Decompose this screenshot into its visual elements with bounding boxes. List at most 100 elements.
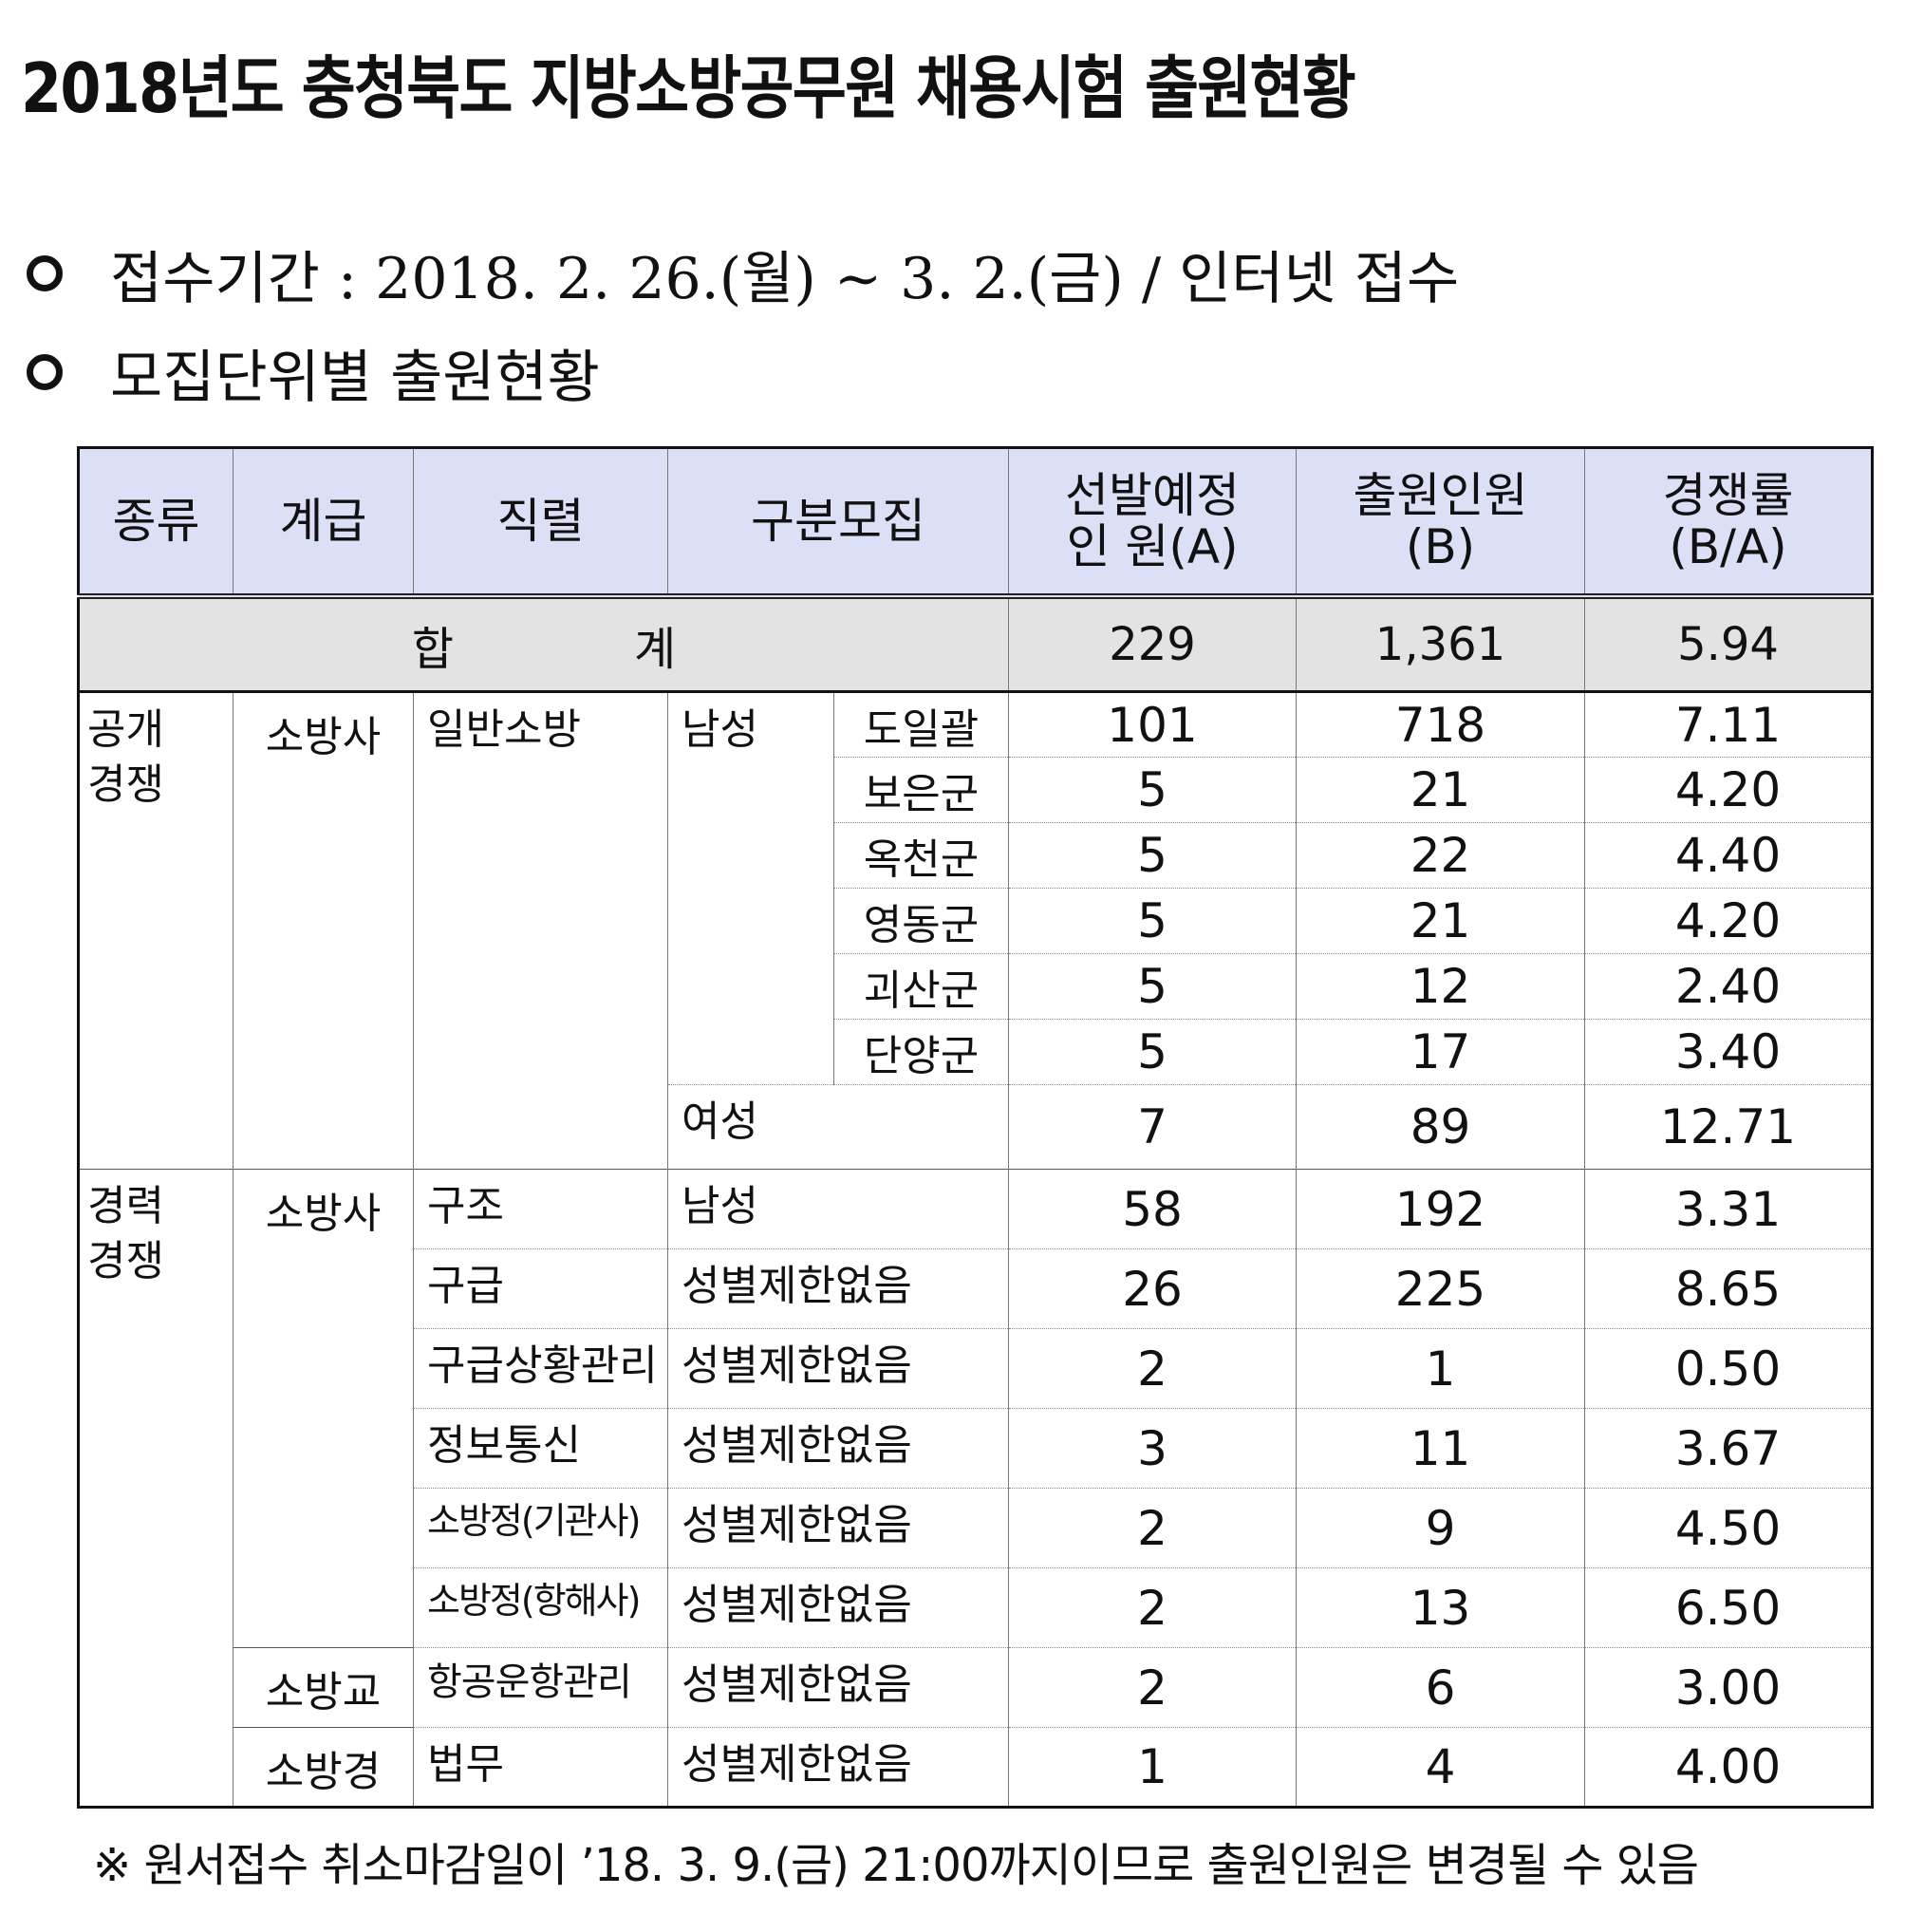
header-ratio-line2: (B/A) xyxy=(1669,519,1787,574)
header-planned: 선발예정 인 원(A) xyxy=(1008,447,1297,599)
position-cell: 소방정(항해사) xyxy=(413,1567,668,1648)
ratio-cell: 4.20 xyxy=(1584,888,1873,954)
region-cell: 도일괄 xyxy=(833,691,1009,758)
applicants-cell: 21 xyxy=(1296,888,1585,954)
applicants-cell: 225 xyxy=(1296,1248,1585,1329)
division-cell: 성별제한없음 xyxy=(667,1727,1009,1808)
division-cell: 성별제한없음 xyxy=(667,1647,1009,1728)
bullet-period-text: 접수기간 : 2018. 2. 26.(월) ~ 3. 2.(금) / 인터넷 … xyxy=(110,245,1460,312)
table-row: 정보통신 성별제한없음 3 11 3.67 xyxy=(79,1408,1873,1489)
header-planned-line1: 선발예정 xyxy=(1065,468,1240,523)
applicants-cell: 1 xyxy=(1296,1328,1585,1409)
division-cell: 성별제한없음 xyxy=(667,1488,1009,1568)
position-cell: 구급 xyxy=(413,1248,668,1329)
table-row: 괴산군 5 12 2.40 xyxy=(79,953,1873,1020)
position-open: 일반소방 xyxy=(413,691,668,1170)
applicants-cell: 9 xyxy=(1296,1488,1585,1568)
planned-cell: 5 xyxy=(1008,1019,1297,1085)
header-planned-line2: 인 원(A) xyxy=(1066,519,1239,574)
planned-cell: 2 xyxy=(1008,1488,1297,1568)
type-career-line2: 경쟁 xyxy=(87,1237,164,1286)
footnote: ※ 원서접수 취소마감일이 ’18. 3. 9.(금) 21:00까지이므로 출… xyxy=(93,1839,1699,1892)
header-division: 구분모집 xyxy=(667,447,1009,599)
header-ratio-line1: 경쟁률 xyxy=(1662,468,1794,523)
table-row: 영동군 5 21 4.20 xyxy=(79,888,1873,954)
table-row: 소방경 법무 성별제한없음 1 4 4.00 xyxy=(79,1727,1873,1808)
table-row: 소방정(기관사) 성별제한없음 2 9 4.50 xyxy=(79,1488,1873,1568)
total-label-1: 합 xyxy=(411,623,454,676)
region-cell: 영동군 xyxy=(833,888,1009,954)
planned-cell: 2 xyxy=(1008,1328,1297,1409)
bullet-units: 모집단위별 출원현황 xyxy=(23,334,600,411)
position-cell: 구급상황관리 xyxy=(413,1328,668,1409)
applicants-cell: 13 xyxy=(1296,1567,1585,1648)
applicants-cell: 12 xyxy=(1296,953,1585,1020)
header-position: 직렬 xyxy=(413,447,668,599)
total-planned: 229 xyxy=(1008,595,1297,693)
table-row: 옥천군 5 22 4.40 xyxy=(79,822,1873,889)
applicants-cell: 89 xyxy=(1296,1084,1585,1170)
header-type: 종류 xyxy=(78,447,233,599)
ratio-cell: 3.00 xyxy=(1584,1647,1873,1728)
ratio-cell: 4.40 xyxy=(1584,822,1873,889)
planned-cell: 5 xyxy=(1008,757,1297,823)
header-applicants-line2: (B) xyxy=(1405,519,1476,574)
ratio-cell: 6.50 xyxy=(1584,1567,1873,1648)
planned-cell: 2 xyxy=(1008,1647,1297,1728)
division-male: 남성 xyxy=(667,691,834,1085)
planned-cell: 101 xyxy=(1008,691,1297,758)
applicants-cell: 11 xyxy=(1296,1408,1585,1489)
planned-cell: 26 xyxy=(1008,1248,1297,1329)
table-row: 구급상황관리 성별제한없음 2 1 0.50 xyxy=(79,1328,1873,1409)
table-row: 소방교 항공운항관리 성별제한없음 2 6 3.00 xyxy=(79,1647,1873,1728)
applicants-cell: 718 xyxy=(1296,691,1585,758)
division-cell: 남성 xyxy=(667,1169,1009,1249)
total-ratio: 5.94 xyxy=(1584,595,1873,693)
division-cell: 성별제한없음 xyxy=(667,1408,1009,1489)
table-row: 구급 성별제한없음 26 225 8.65 xyxy=(79,1248,1873,1329)
type-open-line1: 공개 xyxy=(87,705,164,754)
division-cell: 성별제한없음 xyxy=(667,1328,1009,1409)
region-cell: 보은군 xyxy=(833,757,1009,823)
ratio-cell: 3.31 xyxy=(1584,1169,1873,1249)
applicants-cell: 22 xyxy=(1296,822,1585,889)
applicants-cell: 6 xyxy=(1296,1647,1585,1728)
position-cell: 정보통신 xyxy=(413,1408,668,1489)
bullet-units-text: 모집단위별 출원현황 xyxy=(110,344,600,411)
total-applicants: 1,361 xyxy=(1296,595,1585,693)
table-row: 경력 경쟁 소방사 구조 남성 58 192 3.31 xyxy=(78,1169,1873,1808)
ratio-cell: 3.40 xyxy=(1584,1019,1873,1085)
ratio-cell: 12.71 xyxy=(1584,1084,1873,1170)
position-cell: 항공운항관리 xyxy=(413,1647,668,1728)
ratio-cell: 7.11 xyxy=(1584,691,1873,758)
type-career: 경력 경쟁 xyxy=(78,1169,233,1808)
applicants-cell: 17 xyxy=(1296,1019,1585,1085)
header-ratio: 경쟁률 (B/A) xyxy=(1584,447,1873,599)
ratio-cell: 4.50 xyxy=(1584,1488,1873,1568)
applicants-cell: 4 xyxy=(1296,1727,1585,1808)
ratio-cell: 8.65 xyxy=(1584,1248,1873,1329)
type-career-line1: 경력 xyxy=(87,1182,164,1230)
circle-bullet-icon xyxy=(27,354,63,390)
ratio-cell: 0.50 xyxy=(1584,1328,1873,1409)
applicants-cell: 21 xyxy=(1296,757,1585,823)
total-label-2: 계 xyxy=(634,623,677,676)
total-row: 합 계 229 1,361 5.94 xyxy=(78,595,1873,693)
region-cell: 괴산군 xyxy=(833,953,1009,1020)
table-row: 공개 경쟁 소방사 일반소방 남성 도일괄 101 718 7.11 xyxy=(78,691,1873,1170)
planned-cell: 5 xyxy=(1008,822,1297,889)
table-row: 소방정(항해사) 성별제한없음 2 13 6.50 xyxy=(79,1567,1873,1648)
division-cell: 성별제한없음 xyxy=(667,1248,1009,1329)
ratio-cell: 3.67 xyxy=(1584,1408,1873,1489)
ratio-cell: 4.20 xyxy=(1584,757,1873,823)
table-row: 단양군 5 17 3.40 xyxy=(79,1019,1873,1085)
table-row: 여성 7 89 12.71 xyxy=(79,1084,1873,1170)
position-cell: 법무 xyxy=(413,1727,668,1808)
type-open: 공개 경쟁 xyxy=(78,691,233,1170)
page-title: 2018년도 충청북도 지방소방공무원 채용시험 출원현황 xyxy=(21,48,1356,128)
region-cell: 단양군 xyxy=(833,1019,1009,1085)
circle-bullet-icon xyxy=(27,255,63,291)
division-female: 여성 xyxy=(667,1084,1009,1170)
type-open-line2: 경쟁 xyxy=(87,760,164,810)
header-applicants: 출원인원 (B) xyxy=(1296,447,1585,599)
